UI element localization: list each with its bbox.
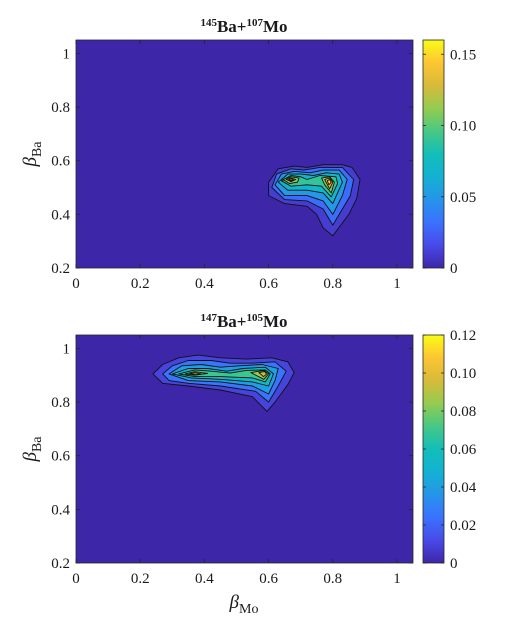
x-tick-label: 0.8: [323, 571, 342, 587]
colorbar-tick-label: 0.08: [450, 404, 476, 420]
panel-1-title-sup-a: 145: [200, 17, 217, 29]
x-tick-label: 1: [393, 571, 401, 587]
panel-2-x-label-main: β: [229, 592, 240, 613]
panel-1-y-label-main: β: [20, 157, 41, 168]
contour-level-10: [288, 178, 295, 182]
panel-1-title-text-b: Mo: [263, 17, 288, 36]
x-tick-label: 0.8: [323, 276, 342, 292]
panel-1-title-sup-b: 107: [246, 17, 263, 29]
contour-level-9: [258, 371, 268, 378]
y-tick-label: 1: [63, 46, 71, 62]
colorbar-tick-label: 0.02: [450, 518, 476, 534]
panel-1: 145Ba+107Mo 0 0.2 0.4 0.6 0.8 1 0.20.40.60.81…: [20, 17, 476, 292]
panel-2-title-sup-a: 147: [200, 312, 217, 324]
panel-1-y-axis-label: βBa: [20, 141, 45, 168]
y-tick-label: 1: [63, 341, 71, 357]
panel-1-y-label-sub: Ba: [30, 141, 45, 157]
panel-2: 147Ba+105Mo 0 0.2 0.4 0.6 0.8 1 0.20.40.60.81…: [20, 312, 477, 617]
y-tick-label: 0.4: [51, 207, 70, 223]
panel-1-axes-box: [75, 39, 414, 269]
panel-2-title-text-b: Mo: [263, 312, 288, 331]
panel-2-x-axis-label: βMo: [229, 592, 259, 617]
y-tick-label: 0.2: [51, 556, 70, 572]
x-tick-label: 0: [72, 276, 80, 292]
y-tick-label: 0.8: [51, 395, 70, 411]
panel-2-title-sup-b: 105: [246, 312, 263, 324]
x-tick-label: 1: [393, 276, 401, 292]
colorbar-tick-label: 0: [450, 556, 458, 572]
colorbar-tick-label: 0: [450, 261, 458, 277]
panel-2-y-label-main: β: [20, 452, 41, 463]
x-tick-label: 0.6: [259, 571, 278, 587]
panel-1-x-axis: 0 0.2 0.4 0.6 0.8 1: [72, 40, 401, 292]
panel-1-colorbar-ticks: 0 0.05 0.10 0.15: [423, 47, 476, 277]
y-tick-label: 0.2: [51, 261, 70, 277]
colorbar-tick-label: 0.12: [450, 328, 476, 344]
panel-2-title-text-a: Ba+: [217, 312, 247, 331]
colorbar-tick-label: 0.04: [450, 480, 477, 496]
panel-2-colorbar-ticks: 0 0.02 0.04 0.06 0.08 0.10 0.12: [423, 328, 477, 572]
colorbar-tick-label: 0.10: [450, 366, 476, 382]
panel-1-y-axis: 0.2 0.4 0.6 0.8 1: [51, 46, 413, 277]
colorbar-tick-label: 0.10: [450, 119, 476, 135]
x-tick-label: 0.4: [195, 276, 214, 292]
x-tick-label: 0.2: [131, 276, 150, 292]
x-tick-label: 0.2: [131, 571, 150, 587]
panel-2-contours: [152, 354, 295, 412]
panel-2-x-label-sub: Mo: [239, 602, 258, 617]
panel-2-axes-box: [75, 334, 414, 564]
y-tick-label: 0.4: [51, 502, 70, 518]
contour-level-8: [189, 372, 202, 376]
panel-1-contours: [268, 164, 361, 237]
x-tick-label: 0.4: [195, 571, 214, 587]
colorbar-tick-label: 0.15: [450, 47, 476, 63]
panel-1-plot-area: [76, 40, 413, 268]
x-tick-label: 0: [72, 571, 80, 587]
panel-2-y-axis: 0.2 0.4 0.6 0.8 1: [51, 341, 413, 572]
colorbar-tick-label: 0.05: [450, 190, 476, 206]
colorbar-tick-label: 0.06: [450, 442, 477, 458]
contour-level-11: [326, 179, 332, 186]
panel-2-y-label-sub: Ba: [30, 436, 45, 452]
y-tick-label: 0.6: [51, 449, 70, 465]
panel-2-y-axis-label: βBa: [20, 436, 45, 463]
panel-1-title: 145Ba+107Mo: [200, 17, 287, 36]
panel-2-colorbar: [422, 334, 445, 564]
panel-2-x-axis: 0 0.2 0.4 0.6 0.8 1: [72, 335, 401, 587]
panel-1-title-text-a: Ba+: [217, 17, 247, 36]
x-tick-label: 0.6: [259, 276, 278, 292]
y-tick-label: 0.6: [51, 154, 70, 170]
panel-1-colorbar: [422, 39, 445, 269]
panel-2-title: 147Ba+105Mo: [200, 312, 287, 331]
y-tick-label: 0.8: [51, 100, 70, 116]
